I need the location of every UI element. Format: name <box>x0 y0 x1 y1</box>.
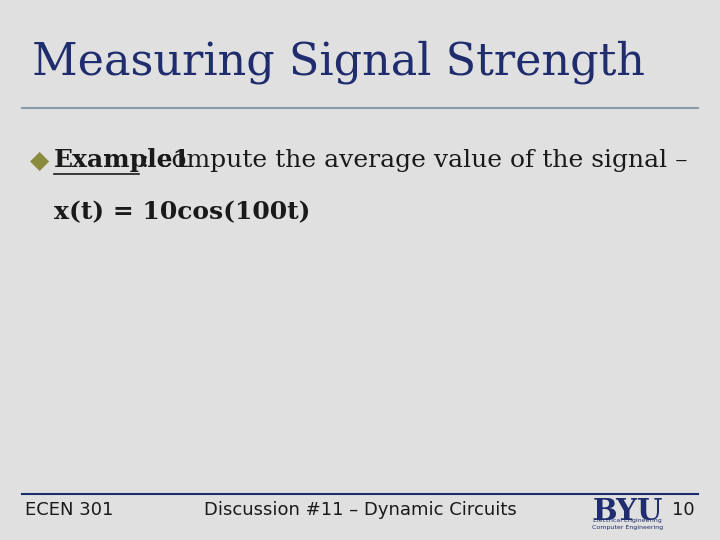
Text: Example1: Example1 <box>54 148 191 172</box>
Text: x(t) = 10cos(100t): x(t) = 10cos(100t) <box>54 200 310 224</box>
Text: Electrical Engineering
Computer Engineering: Electrical Engineering Computer Engineer… <box>593 518 663 530</box>
Text: BYU: BYU <box>593 497 663 526</box>
Text: 10: 10 <box>672 501 695 519</box>
Text: : compute the average value of the signal –: : compute the average value of the signa… <box>141 148 688 172</box>
Text: Discussion #11 – Dynamic Circuits: Discussion #11 – Dynamic Circuits <box>204 501 516 519</box>
Text: ◆: ◆ <box>30 148 50 172</box>
Text: Measuring Signal Strength: Measuring Signal Strength <box>32 40 645 84</box>
Text: ECEN 301: ECEN 301 <box>25 501 114 519</box>
